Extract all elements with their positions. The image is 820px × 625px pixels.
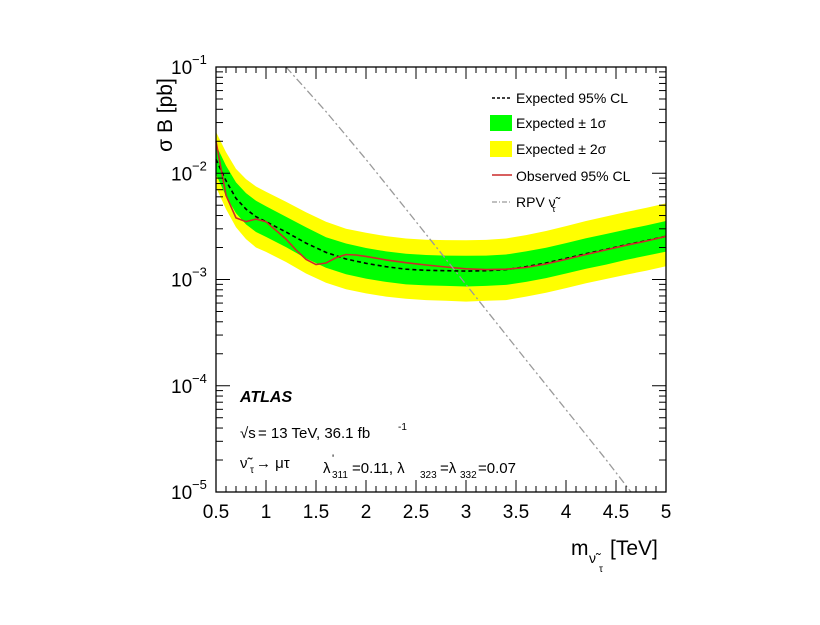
x-axis-label-main: m (571, 537, 589, 560)
coupling-sub3: 332 (460, 470, 477, 481)
energy-sup: -1 (398, 422, 407, 433)
observed-limit-line (215, 141, 667, 271)
energy-label: = 13 TeV, 36.1 fb (258, 425, 370, 442)
legend-observed-label: Observed 95% CL (516, 168, 631, 184)
y-tick-base: 10 (171, 483, 192, 504)
axis-tick-labels: 0.5 1 1.5 2 2.5 3 3.5 4 4.5 510−510−410−310−210−1 (171, 52, 671, 523)
y-tick-base: 10 (171, 377, 192, 398)
legend-1sigma-label: Expected ± 1σ (516, 115, 607, 131)
page-margin (0, 0, 126, 625)
y-tick-exponent: −2 (192, 158, 207, 173)
x-tick-label: 3.5 (503, 502, 529, 523)
y-tick-exponent: −1 (192, 52, 207, 67)
legend: Expected 95% CL Expected ± 1σ Expected ±… (490, 90, 631, 214)
coupling-sub2: 323 (420, 470, 437, 481)
y-tick-label: 10 −3 (171, 265, 207, 292)
y-tick-label: 10 −1 (171, 52, 207, 79)
x-tick-label: 1.5 (303, 502, 329, 523)
coupling-prime: ' (332, 453, 334, 465)
y-axis-label: σ B [pb] (154, 78, 177, 152)
axis-ticks (215, 66, 667, 493)
x-tick-label: 5 (661, 502, 672, 523)
y-tick-exponent: −5 (192, 477, 207, 492)
coupling-text3: =0.07 (478, 460, 516, 477)
x-tick-label: 0.5 (203, 502, 229, 523)
x-tick-label: 2.5 (403, 502, 429, 523)
legend-rpv-sub: τ (552, 204, 556, 214)
legend-expected-label: Expected 95% CL (516, 90, 628, 106)
y-tick-base: 10 (171, 58, 192, 79)
process-rest: → μτ (256, 455, 290, 472)
y-tick-label: 10 −2 (171, 158, 207, 185)
process-sub: τ (250, 465, 254, 476)
rpv-theory-line (285, 66, 632, 493)
expected-1sigma-band (216, 144, 666, 287)
bands-layer (216, 131, 666, 302)
legend-1sigma-swatch (490, 115, 512, 131)
legend-2sigma-label: Expected ± 2σ (516, 141, 607, 157)
x-tick-label: 4 (561, 502, 572, 523)
y-tick-base: 10 (171, 271, 192, 292)
coupling-l311-sub: 311 (332, 470, 348, 481)
legend-2sigma-swatch (490, 141, 512, 157)
coupling-l311: λ (323, 460, 331, 477)
coupling-text2: =λ (440, 460, 457, 477)
chart-background (126, 40, 694, 585)
y-tick-exponent: −4 (192, 371, 207, 386)
atlas-label: ATLAS (239, 389, 292, 406)
x-axis-label-unit: [TeV] (610, 537, 658, 560)
y-tick-label: 10 −4 (171, 371, 207, 398)
coupling-text1: =0.11, λ (352, 460, 405, 477)
x-tick-label: 3 (461, 502, 472, 523)
x-axis-label-subsub: τ (599, 564, 603, 575)
y-tick-exponent: −3 (192, 265, 207, 280)
legend-rpv-label: RPV ν̃ (516, 194, 561, 210)
x-tick-label: 4.5 (603, 502, 629, 523)
x-tick-label: 1 (261, 502, 272, 523)
energy-prefix: √s (240, 425, 256, 442)
y-tick-base: 10 (171, 164, 192, 185)
x-tick-label: 2 (361, 502, 372, 523)
y-tick-label: 10 −5 (171, 477, 207, 504)
